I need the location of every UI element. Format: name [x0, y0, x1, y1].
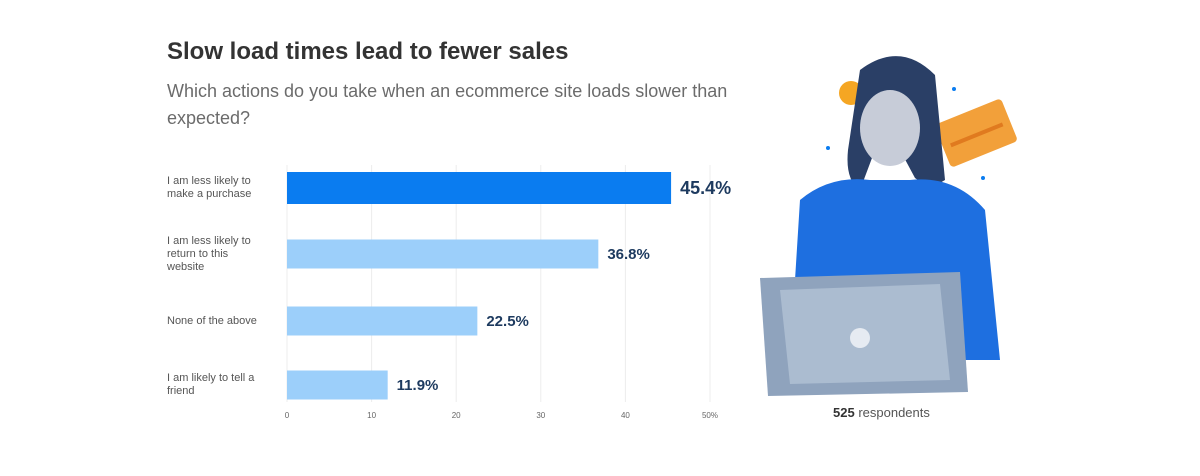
category-label: None of the above	[167, 314, 257, 327]
illustration	[760, 56, 1017, 396]
value-label: 36.8%	[607, 246, 650, 263]
value-label: 45.4%	[680, 178, 731, 198]
bar	[287, 239, 599, 269]
note-text: respondents	[858, 405, 930, 420]
x-tick-label: 20	[452, 411, 461, 420]
category-label: I am less likely to return to this websi…	[167, 234, 251, 273]
x-tick-label: 40	[621, 411, 630, 420]
value-label: 22.5%	[486, 313, 529, 330]
category-label: I am less likely to make a purchase	[167, 175, 252, 200]
x-tick-label: 30	[536, 411, 545, 420]
chart-subtitle: Which actions do you take when an ecomme…	[167, 81, 728, 128]
bar	[287, 172, 672, 204]
note: 525 respondents	[833, 405, 930, 420]
x-tick-label: 50%	[702, 411, 718, 420]
x-tick-label: 0	[285, 411, 290, 420]
chart-title: Slow load times lead to fewer sales	[167, 38, 569, 65]
value-label: 11.9%	[397, 377, 439, 394]
bar	[287, 306, 478, 336]
note-count: 525	[833, 405, 855, 420]
bar	[287, 370, 388, 400]
category-label: I am likely to tell a friend	[167, 372, 255, 397]
x-tick-label: 10	[367, 411, 376, 420]
